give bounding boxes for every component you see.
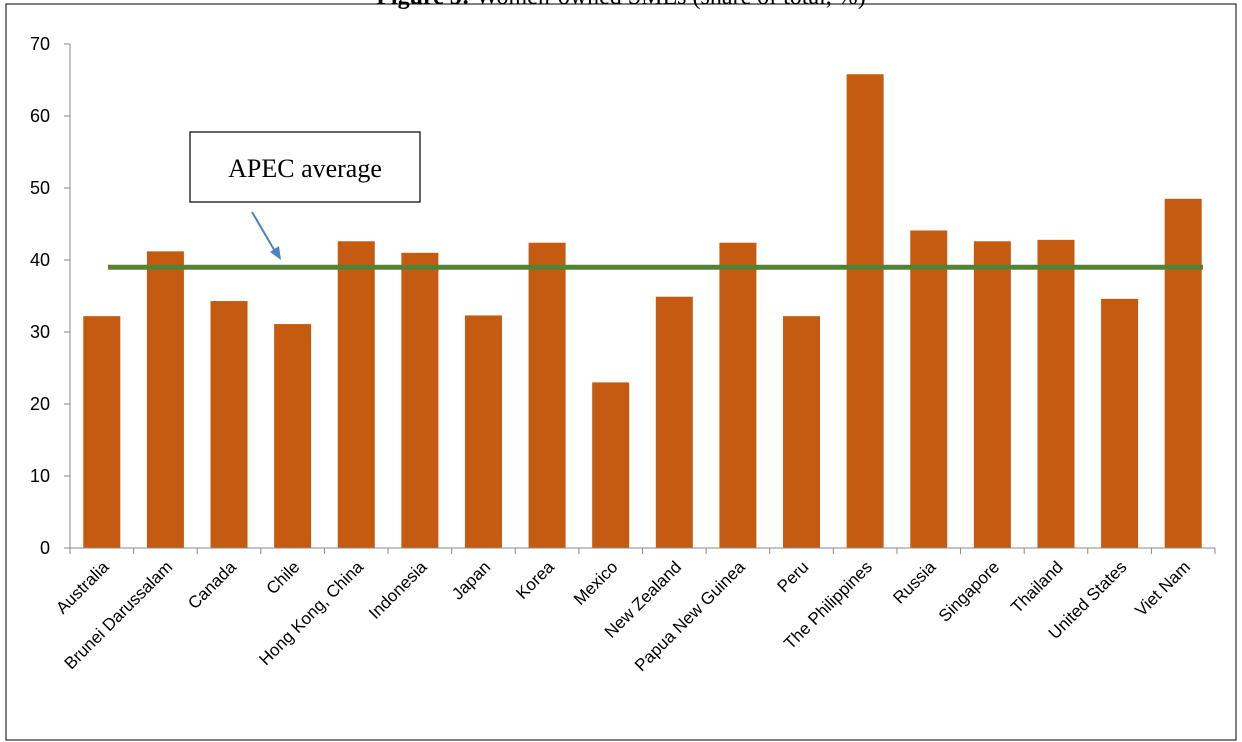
x-category-label: Papua New Guinea <box>631 557 749 675</box>
x-category-label: Mexico <box>570 557 622 609</box>
x-category-label: Singapore <box>935 557 1003 625</box>
annotation: APEC average <box>189 131 421 203</box>
bar <box>337 241 375 548</box>
x-category-label: Chile <box>263 557 304 598</box>
bar <box>1037 239 1075 548</box>
bar <box>592 382 630 548</box>
bar <box>146 251 184 549</box>
x-category-label: Korea <box>512 557 558 603</box>
x-category-label: Indonesia <box>365 557 431 623</box>
y-tick-label: 30 <box>30 322 50 342</box>
annotation-label: APEC average <box>228 154 382 183</box>
bar <box>464 315 502 548</box>
chart-border <box>5 3 1237 741</box>
bar <box>401 252 439 549</box>
x-category-label: Japan <box>448 557 494 603</box>
x-category-label: Viet Nam <box>1131 557 1194 620</box>
chart-title: Figure 5: Women-owned SMEs (share of tot… <box>0 0 1242 11</box>
x-category-label: Peru <box>774 557 813 596</box>
bar <box>1101 298 1139 548</box>
x-category-label: Hong Kong, China <box>255 557 367 669</box>
annotation-box <box>189 131 421 203</box>
y-axis: 0 10 20 30 40 50 60 70 <box>30 34 71 558</box>
chart-title-text: Women-owned SMEs (share of total, %) <box>476 0 866 10</box>
bar <box>528 242 566 548</box>
bar <box>83 316 121 548</box>
bar <box>910 230 948 549</box>
bar <box>274 324 312 548</box>
y-tick-label: 10 <box>30 466 50 486</box>
x-category-label: Russia <box>889 557 940 608</box>
bar <box>783 316 821 548</box>
y-tick-label: 40 <box>30 250 50 270</box>
x-category-label: Australia <box>52 557 113 618</box>
bars <box>83 74 1202 549</box>
bar <box>973 241 1011 548</box>
annotation-arrow <box>251 211 281 260</box>
x-category-label: Canada <box>184 557 240 613</box>
y-tick-label: 50 <box>30 178 50 198</box>
bar <box>210 301 248 548</box>
y-tick-label: 0 <box>40 538 50 558</box>
bar <box>846 74 884 549</box>
bar <box>655 296 693 548</box>
y-tick-label: 60 <box>30 106 50 126</box>
x-category-label: Brunei Darussalam <box>61 557 177 673</box>
y-tick-label: 20 <box>30 394 50 414</box>
bar <box>1164 198 1202 549</box>
bar <box>719 242 757 548</box>
y-tick-label: 70 <box>30 34 50 54</box>
x-category-label: Thailand <box>1007 557 1067 617</box>
chart-title-number: Figure 5: <box>376 0 470 10</box>
